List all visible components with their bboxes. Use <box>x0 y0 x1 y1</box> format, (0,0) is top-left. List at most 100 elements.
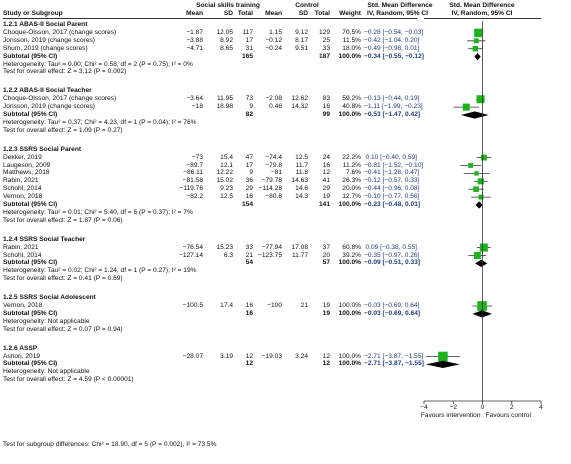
study-mean2: −0.12 <box>265 36 282 44</box>
smd-col-subheader: IV, Random, 95% CI <box>367 10 428 17</box>
study-n1: 29 <box>245 185 253 193</box>
study-weight: 60.8% <box>342 243 361 251</box>
x-tick-label: −2 <box>449 404 458 411</box>
study-mean2: 0.46 <box>269 103 282 111</box>
subtotal-ci-text: −0.09 [−0.51, 0.33] <box>364 259 421 267</box>
study-sd1: 11.95 <box>216 95 233 103</box>
overall-effect-text: Test for overall effect: Z = 1.87 (P = 0… <box>3 216 123 224</box>
study-sd2: 11.7 <box>295 161 308 169</box>
study-mean2: −80.8 <box>265 193 282 201</box>
pooled-diamond <box>475 259 488 267</box>
study-n1: 16 <box>245 302 253 309</box>
study-mean1: −28.07 <box>182 352 203 360</box>
study-weight: 20.0% <box>342 185 361 193</box>
study-weight: 70.5% <box>342 28 361 36</box>
weight-col-header: Weight <box>339 10 361 17</box>
overall-effect-text: Test for overall effect: Z = 0.41 (P = 0… <box>3 275 123 283</box>
study-mean2: −0.24 <box>265 44 282 52</box>
study-sd2: 14.63 <box>291 177 308 185</box>
study-mean2: −77.94 <box>261 243 282 251</box>
subtotal-weight: 100.0% <box>338 259 361 267</box>
study-ci-text: −0.41 [−1.28, 0.47] <box>364 169 420 177</box>
study-mean1: −100.5 <box>182 302 203 309</box>
subgroup-differences-text: Test for subgroup differences: Chi² = 18… <box>3 441 217 448</box>
subtotal-weight: 100.0% <box>338 360 361 368</box>
study-mean2: −123.75 <box>257 251 282 259</box>
subtotal-weight: 100.0% <box>338 52 361 60</box>
study-n2: 37 <box>322 243 330 251</box>
study-col-header: Study or Subgroup <box>3 10 63 17</box>
study-sd2: 11.77 <box>291 251 308 259</box>
study-ci-text: −0.28 [−0.54, −0.03] <box>364 28 424 36</box>
effect-square <box>477 301 487 311</box>
mean2-col-header: Mean <box>265 10 282 17</box>
subtotal-n1: 54 <box>245 259 253 267</box>
study-n1: 21 <box>245 251 253 259</box>
subgroup-title: 1.2.3 SSRS Social Parent <box>3 145 82 153</box>
study-sd1: 3.19 <box>220 352 233 360</box>
study-n2: 24 <box>322 153 330 161</box>
effect-square <box>472 45 479 52</box>
subtotal-n1: 16 <box>245 309 253 317</box>
effect-square <box>476 95 485 104</box>
study-weight: 18.0% <box>342 44 361 52</box>
effect-square <box>462 103 470 111</box>
study-mean1: −82.2 <box>186 193 203 201</box>
study-mean2: −19.03 <box>261 352 282 360</box>
study-weight: 100.0% <box>338 352 361 360</box>
subtotal-n2: 187 <box>318 52 330 60</box>
study-weight: 40.8% <box>342 103 361 111</box>
pooled-diamond <box>474 53 481 61</box>
study-n2: 33 <box>322 44 330 52</box>
favours-intervention-label: Favours intervention <box>420 412 481 419</box>
study-sd1: 15.4 <box>220 153 233 161</box>
group2-header: Control <box>295 2 319 9</box>
study-ci-text: −0.35 [−0.97, 0.26] <box>364 251 420 259</box>
study-n1: 33 <box>245 243 253 251</box>
study-weight: 39.2% <box>342 251 361 259</box>
subtotal-n1: 82 <box>245 111 253 118</box>
subgroup-title: 1.2.4 SSRS Social Teacher <box>3 235 86 243</box>
study-n2: 25 <box>322 36 330 44</box>
study-sd1: 17.4 <box>220 302 233 309</box>
study-mean1: −3.64 <box>186 95 203 103</box>
heterogeneity-text: Heterogeneity: Tau² = 0.37; Chi² = 4.23,… <box>3 118 197 126</box>
study-name: Jonsson, 2019 (change scores) <box>3 103 96 111</box>
total1-col-header: Total <box>237 10 253 17</box>
study-name: Vernon, 2018 <box>3 193 43 201</box>
study-ci-text: −0.10 [−0.77, 0.56] <box>364 193 420 201</box>
study-name: Choque-Olsson, 2017 (change scores) <box>3 95 117 103</box>
study-n2: 12 <box>322 169 330 177</box>
study-ci-text: −0.44 [−0.96, 0.08] <box>364 185 420 193</box>
study-mean2: −81 <box>270 169 282 177</box>
total2-col-header: Total <box>314 10 330 17</box>
study-weight: 7.6% <box>345 169 361 177</box>
study-sd2: 21 <box>300 302 308 309</box>
pooled-diamond <box>425 360 460 368</box>
subgroup-title: 1.2.5 SSRS Social Adolescent <box>3 294 96 302</box>
overall-effect-text: Test for overall effect: Z = 4.59 (P < 0… <box>3 376 134 384</box>
study-name: Laugeson, 2009 <box>3 161 51 169</box>
study-weight: 12.7% <box>342 193 361 201</box>
study-mean1: −89.7 <box>186 161 203 169</box>
subtotal-n1: 165 <box>241 52 253 60</box>
study-n1: 16 <box>245 193 253 201</box>
study-ci-text: −0.42 [−1.04, 0.20] <box>364 36 420 44</box>
study-sd1: 15.23 <box>216 243 233 251</box>
subtotal-ci-text: −2.71 [−3.87, −1.55] <box>364 360 424 368</box>
study-n1: 36 <box>245 177 253 185</box>
study-name: Schohl, 2014 <box>3 185 42 193</box>
subtotal-label: Subtotal (95% CI) <box>3 360 58 368</box>
study-weight: 11.5% <box>342 36 361 44</box>
study-sd1: 8.65 <box>220 44 233 52</box>
subtotal-weight: 100.0% <box>338 309 361 317</box>
study-mean1: −76.54 <box>182 243 203 251</box>
plot-header: Std. Mean Difference <box>449 2 515 9</box>
study-mean1: −73 <box>191 153 203 161</box>
study-ci-text: −0.12 [−0.57, 0.33] <box>364 177 420 185</box>
study-sd1: 12.22 <box>216 169 233 177</box>
effect-square <box>474 171 479 176</box>
study-ci-text: −0.81 [−1.52, −0.10] <box>364 161 424 169</box>
effect-square <box>473 252 481 259</box>
